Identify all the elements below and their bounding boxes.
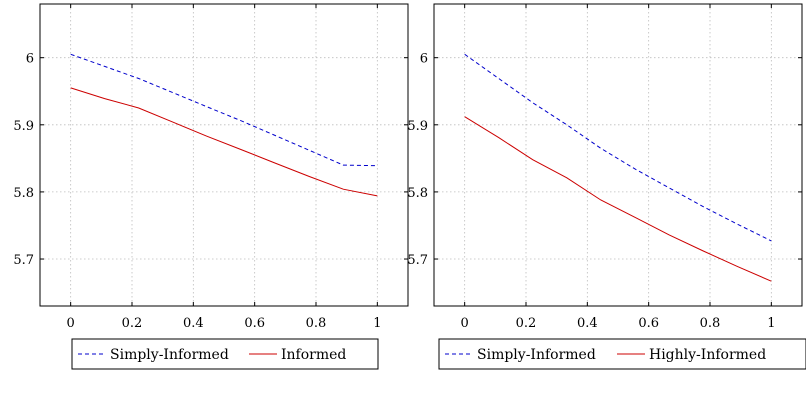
legend-label: Informed <box>281 347 346 363</box>
x-tick-label: 0 <box>67 316 75 331</box>
series-line-highly-informed <box>464 116 772 282</box>
y-tick-label: 5.9 <box>13 119 34 134</box>
y-tick-label: 5.7 <box>13 253 34 268</box>
y-tick-label: 6 <box>420 52 428 67</box>
series-line-simply-informed <box>70 53 378 167</box>
x-tick-label: 0.4 <box>577 316 598 331</box>
series-line-simply-informed <box>464 53 772 242</box>
plot-frame <box>39 3 409 307</box>
x-tick-label: 0.2 <box>516 316 537 331</box>
right-chart-panel: 00.20.40.60.815.75.85.96P (%)Simply-Info… <box>407 3 806 370</box>
y-tick-label: 5.9 <box>407 119 428 134</box>
x-tick-label: 0.6 <box>244 316 265 331</box>
legend-label: Simply-Informed <box>110 347 229 363</box>
y-tick-label: 6 <box>26 52 34 67</box>
y-tick-label: 5.8 <box>407 186 428 201</box>
x-tick-label: 0.8 <box>700 316 721 331</box>
x-tick-label: 1 <box>767 316 775 331</box>
left-chart-panel: 00.20.40.60.815.75.85.96P (%)Simply-Info… <box>13 3 409 370</box>
x-tick-label: 0.6 <box>638 316 659 331</box>
legend-box <box>71 338 379 370</box>
x-tick-label: 0.4 <box>183 316 204 331</box>
y-tick-label: 5.8 <box>13 186 34 201</box>
x-tick-label: 1 <box>373 316 381 331</box>
y-tick-label: 5.7 <box>407 253 428 268</box>
x-tick-label: 0 <box>461 316 469 331</box>
x-tick-label: 0.8 <box>306 316 327 331</box>
plot-frame <box>433 3 803 307</box>
legend-label: Highly-Informed <box>649 347 766 363</box>
x-tick-label: 0.2 <box>122 316 143 331</box>
series-line-informed <box>70 87 378 197</box>
legend-label: Simply-Informed <box>477 347 596 363</box>
